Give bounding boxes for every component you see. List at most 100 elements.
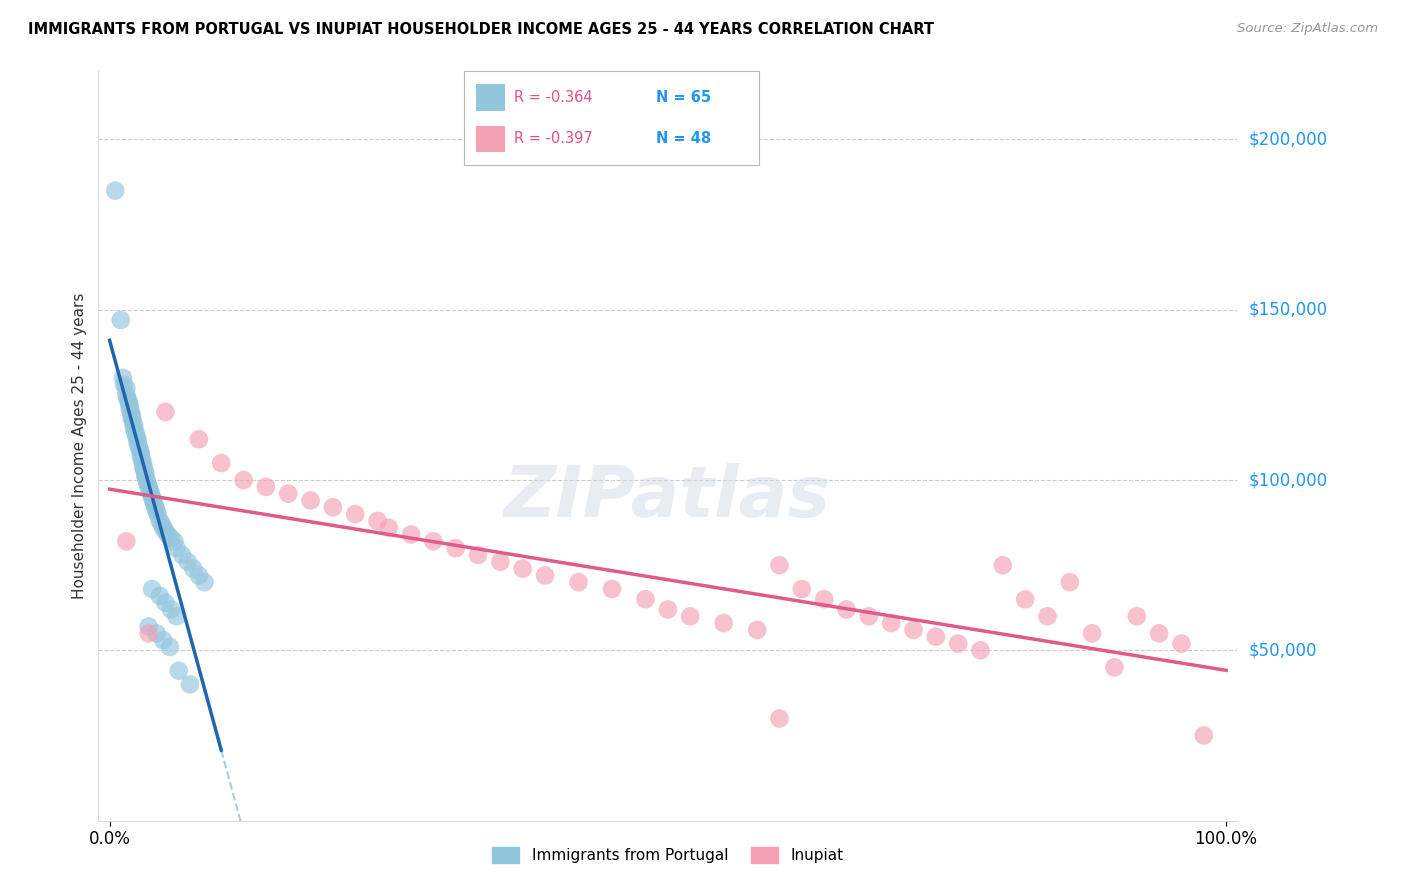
Point bbox=[139, 486, 162, 500]
Point bbox=[600, 582, 623, 596]
Point bbox=[131, 452, 153, 467]
Point bbox=[322, 500, 344, 515]
Point bbox=[1059, 575, 1081, 590]
Point bbox=[444, 541, 467, 556]
Point bbox=[145, 626, 167, 640]
Point bbox=[115, 388, 138, 402]
Point bbox=[534, 568, 557, 582]
Point bbox=[111, 371, 134, 385]
Point bbox=[163, 534, 186, 549]
Point bbox=[489, 555, 512, 569]
Point bbox=[129, 446, 152, 460]
Point bbox=[134, 469, 156, 483]
Text: N = 48: N = 48 bbox=[655, 131, 711, 146]
Point bbox=[121, 411, 143, 425]
Point bbox=[1147, 626, 1170, 640]
Point bbox=[657, 602, 679, 616]
Point bbox=[768, 558, 790, 573]
Point bbox=[159, 640, 181, 654]
Point bbox=[567, 575, 589, 590]
Point bbox=[135, 473, 157, 487]
Point bbox=[367, 514, 389, 528]
Point bbox=[679, 609, 702, 624]
Point bbox=[110, 313, 132, 327]
Point bbox=[1170, 636, 1192, 650]
Point bbox=[152, 633, 174, 648]
Point bbox=[858, 609, 880, 624]
Point bbox=[1036, 609, 1059, 624]
Point bbox=[136, 476, 159, 491]
Point bbox=[160, 531, 183, 545]
Point bbox=[187, 568, 209, 582]
Point bbox=[969, 643, 991, 657]
Point bbox=[155, 524, 177, 538]
Point bbox=[1104, 660, 1126, 674]
Point bbox=[299, 493, 322, 508]
Point bbox=[127, 432, 149, 446]
Point bbox=[115, 534, 138, 549]
Point bbox=[1192, 729, 1215, 743]
Point bbox=[155, 596, 177, 610]
Point bbox=[132, 459, 155, 474]
Point bbox=[138, 626, 160, 640]
Text: R = -0.364: R = -0.364 bbox=[515, 90, 593, 105]
Point bbox=[377, 521, 399, 535]
Point bbox=[118, 401, 141, 416]
Point bbox=[117, 392, 139, 406]
Point bbox=[399, 527, 422, 541]
FancyBboxPatch shape bbox=[475, 126, 505, 152]
Text: $200,000: $200,000 bbox=[1249, 130, 1327, 148]
Point bbox=[634, 592, 657, 607]
Point bbox=[512, 561, 534, 575]
Point bbox=[112, 377, 135, 392]
Point bbox=[128, 442, 150, 457]
Point bbox=[127, 435, 149, 450]
Text: $100,000: $100,000 bbox=[1249, 471, 1327, 489]
Point bbox=[254, 480, 277, 494]
Point bbox=[104, 184, 127, 198]
Point bbox=[125, 429, 148, 443]
Text: R = -0.397: R = -0.397 bbox=[515, 131, 593, 146]
Point bbox=[129, 449, 152, 463]
Text: $150,000: $150,000 bbox=[1249, 301, 1327, 318]
Point bbox=[122, 418, 145, 433]
Point bbox=[117, 394, 139, 409]
Point bbox=[209, 456, 232, 470]
Point bbox=[467, 548, 489, 562]
Point bbox=[344, 507, 367, 521]
Point bbox=[141, 582, 163, 596]
Point bbox=[167, 664, 190, 678]
Point bbox=[835, 602, 858, 616]
Point bbox=[925, 630, 948, 644]
Point bbox=[134, 463, 156, 477]
Point bbox=[138, 480, 160, 494]
Point bbox=[1014, 592, 1036, 607]
Point bbox=[166, 541, 188, 556]
Point bbox=[121, 409, 143, 423]
Point bbox=[143, 497, 166, 511]
Point bbox=[187, 432, 209, 446]
Text: ZIPatlas: ZIPatlas bbox=[505, 463, 831, 532]
FancyBboxPatch shape bbox=[475, 85, 505, 111]
Point bbox=[122, 422, 145, 436]
Text: Source: ZipAtlas.com: Source: ZipAtlas.com bbox=[1237, 22, 1378, 36]
Point bbox=[141, 490, 163, 504]
Point bbox=[132, 456, 155, 470]
Point bbox=[138, 619, 160, 633]
Point bbox=[747, 623, 769, 637]
Text: $50,000: $50,000 bbox=[1249, 641, 1317, 659]
Point bbox=[991, 558, 1014, 573]
Point bbox=[142, 493, 165, 508]
Point bbox=[139, 483, 162, 498]
Point bbox=[149, 514, 172, 528]
Point bbox=[124, 425, 146, 440]
Point bbox=[146, 507, 169, 521]
Point bbox=[118, 398, 141, 412]
Point bbox=[1126, 609, 1149, 624]
Point bbox=[122, 415, 145, 429]
Point bbox=[903, 623, 925, 637]
Point bbox=[150, 517, 173, 532]
Point bbox=[149, 589, 172, 603]
Point bbox=[946, 636, 969, 650]
Point bbox=[790, 582, 813, 596]
